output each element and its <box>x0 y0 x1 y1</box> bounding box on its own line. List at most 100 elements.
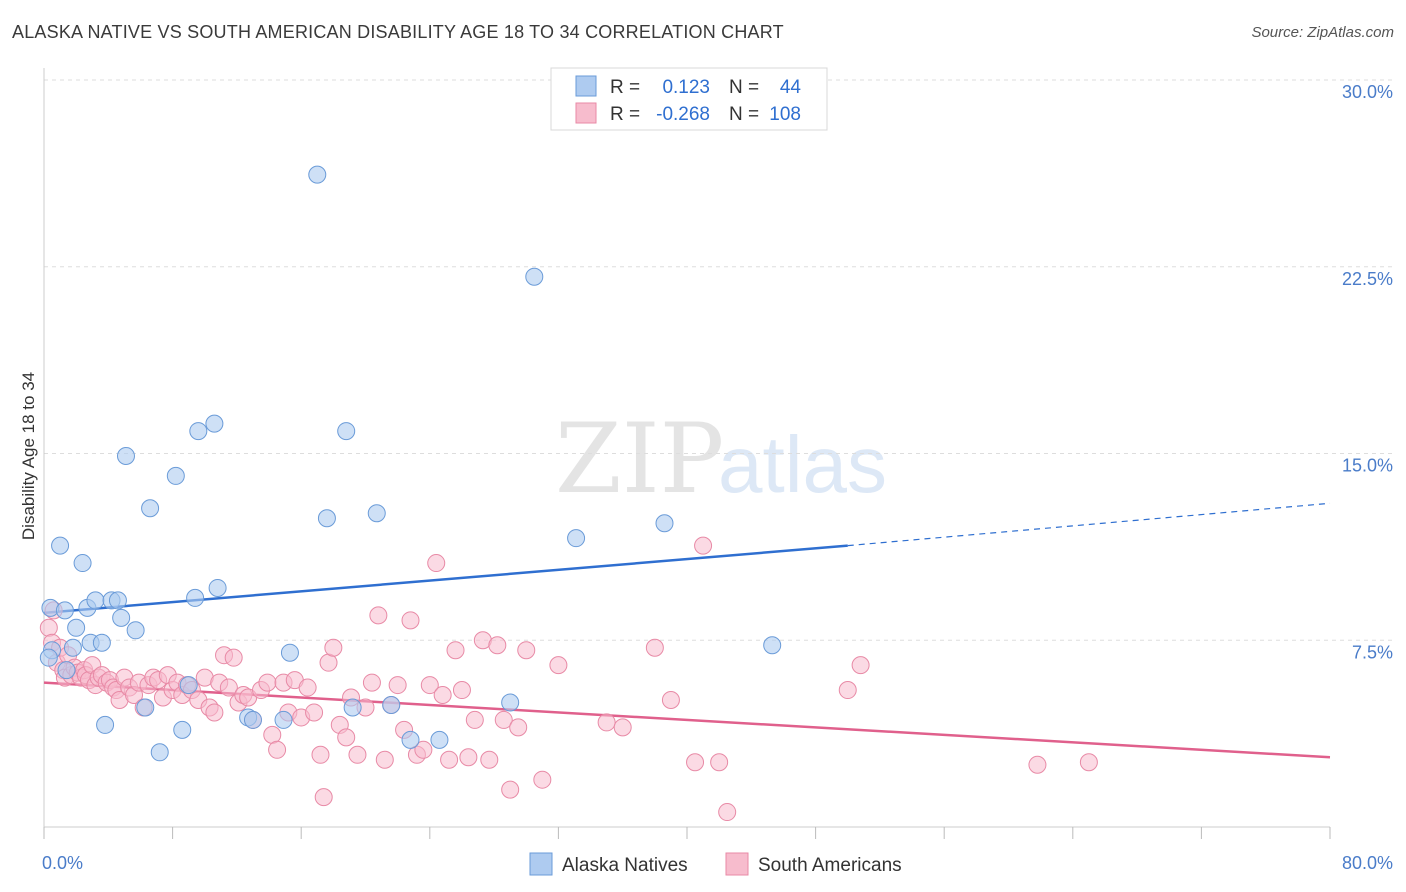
alaska-natives-point <box>430 730 449 749</box>
south-americans-point <box>645 638 664 657</box>
alaska-natives-point <box>67 618 86 637</box>
alaska-natives-point <box>317 509 336 528</box>
legend-frame <box>550 67 828 131</box>
south-americans-point <box>509 718 528 737</box>
bottom-legend-alaska-natives: Alaska Natives <box>562 855 688 876</box>
alaska-natives-point <box>141 499 160 518</box>
south-americans-point <box>224 648 243 667</box>
south-americans-point <box>420 676 439 695</box>
x-tick-label-max: 80.0% <box>1342 853 1393 873</box>
south-americans-point <box>851 656 870 675</box>
south-americans-point <box>39 618 58 637</box>
alaska-natives-point <box>189 422 208 441</box>
south-americans-point <box>661 691 680 710</box>
alaska-natives-point <box>166 466 185 485</box>
bottom-legend-swatch-blue <box>529 852 553 876</box>
south-americans-point <box>414 740 433 759</box>
alaska-natives-point <box>208 578 227 597</box>
legend-swatch-pink <box>575 102 597 124</box>
alaska-natives-point <box>136 698 155 717</box>
alaska-natives-point <box>280 643 299 662</box>
bottom-legend: Alaska Natives South Americans <box>529 852 902 876</box>
south-americans-point <box>613 718 632 737</box>
alaska-natives-point <box>150 743 169 762</box>
south-americans-point <box>337 728 356 747</box>
south-americans-point <box>362 673 381 692</box>
alaska-natives-point <box>655 514 674 533</box>
alaska-natives-point <box>173 720 192 739</box>
y-tick-label: 22.5% <box>1342 269 1393 289</box>
legend-n-label-1: N = <box>729 77 759 98</box>
legend-n-value-1: 44 <box>780 77 802 98</box>
y-axis-title: Disability Age 18 to 34 <box>19 372 38 540</box>
south-americans-point <box>311 745 330 764</box>
y-tick-label: 15.0% <box>1342 456 1393 476</box>
alaska-natives-point <box>382 695 401 714</box>
south-americans-point <box>686 753 705 772</box>
alaska-natives-point <box>343 698 362 717</box>
y-tick-label: 7.5% <box>1352 642 1393 662</box>
legend-r-value-2: -0.268 <box>656 104 710 125</box>
south-americans-point <box>459 748 478 767</box>
alaska-natives-point <box>112 608 131 627</box>
south-americans-point <box>838 681 857 700</box>
legend-n-label-2: N = <box>729 104 759 125</box>
alaska-natives-point <box>96 715 115 734</box>
alaska-natives-point <box>73 554 92 573</box>
alaska-natives-point <box>337 422 356 441</box>
legend-r-value-1: 0.123 <box>662 77 710 98</box>
alaska-natives-point <box>763 636 782 655</box>
south-americans-point <box>324 638 343 657</box>
south-americans-point <box>718 803 737 822</box>
axes: 7.5% 15.0% 22.5% 30.0% 0.0% 80.0% <box>42 68 1393 873</box>
alaska-natives-points <box>39 165 782 762</box>
south-americans-point <box>263 725 282 744</box>
south-americans-point <box>219 678 238 697</box>
alaska-natives-point <box>401 730 420 749</box>
alaska-natives-point <box>367 504 386 523</box>
alaska-natives-point <box>108 591 127 610</box>
south-americans-point <box>446 641 465 660</box>
alaska-natives-point <box>39 648 58 667</box>
legend-r-label-1: R = <box>610 77 640 98</box>
alaska-natives-point <box>86 591 105 610</box>
alaska-natives-trend-extension <box>847 502 1331 547</box>
south-americans-point <box>298 678 317 697</box>
alaska-natives-point <box>205 414 224 433</box>
legend-r-label-2: R = <box>610 104 640 125</box>
legend-n-value-2: 108 <box>769 104 801 125</box>
alaska-natives-point <box>51 536 70 555</box>
south-americans-point <box>375 750 394 769</box>
south-americans-point <box>549 656 568 675</box>
south-americans-point <box>440 750 459 769</box>
x-tick-label-min: 0.0% <box>42 853 83 873</box>
alaska-natives-point <box>243 710 262 729</box>
south-americans-point <box>305 703 324 722</box>
south-americans-point <box>452 681 471 700</box>
south-americans-point <box>314 788 333 807</box>
legend-swatch-blue <box>575 75 597 97</box>
chart-title: ALASKA NATIVE VS SOUTH AMERICAN DISABILI… <box>12 22 784 42</box>
alaska-natives-point <box>92 633 111 652</box>
bottom-legend-south-americans: South Americans <box>758 855 902 876</box>
trend-lines <box>43 502 1331 759</box>
bottom-legend-swatch-pink <box>725 852 749 876</box>
watermark-atlas: atlas <box>718 420 887 509</box>
south-americans-point <box>348 745 367 764</box>
alaska-natives-trend-line <box>43 544 848 615</box>
south-americans-point <box>401 611 420 630</box>
south-americans-point <box>427 554 446 573</box>
alaska-natives-point <box>525 267 544 286</box>
south-americans-point <box>1079 753 1098 772</box>
south-americans-point <box>533 770 552 789</box>
alaska-natives-point <box>501 693 520 712</box>
alaska-natives-point <box>55 601 74 620</box>
south-americans-point <box>501 780 520 799</box>
south-americans-point <box>517 641 536 660</box>
south-americans-point <box>433 686 452 705</box>
south-americans-point <box>710 753 729 772</box>
alaska-natives-point <box>57 661 76 680</box>
watermark-zip: ZIP <box>555 403 724 515</box>
south-americans-point <box>1028 755 1047 774</box>
chart-source: Source: ZipAtlas.com <box>1251 24 1394 41</box>
